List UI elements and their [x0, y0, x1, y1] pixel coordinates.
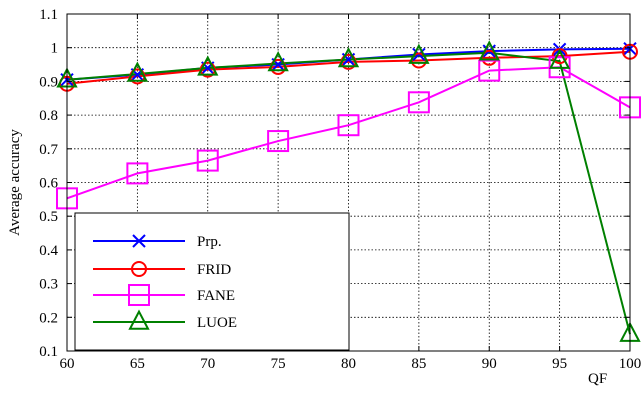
x-tick-label: 80	[341, 356, 356, 372]
data-point-luoe	[267, 51, 289, 72]
x-tick-label: 60	[60, 356, 75, 372]
y-tick-label: 0.6	[39, 176, 58, 192]
y-tick-label: 0.7	[39, 142, 58, 158]
legend-label: LUOE	[197, 315, 237, 331]
x-tick-label: 90	[482, 356, 497, 372]
data-point-luoe	[548, 48, 571, 69]
legend-item-prp: Prp.	[93, 234, 222, 250]
x-tick-label: 70	[200, 356, 215, 372]
y-tick-label: 1.1	[39, 7, 58, 23]
legend-marker	[131, 261, 147, 277]
legend-item-frid: FRID	[93, 261, 231, 278]
legend-box	[74, 212, 350, 351]
axis-ticks: 60 65 70 75 80 85 90 95 100 0.1 0.2 0.3 0.4 0.5 0.6 0.7…	[39, 7, 641, 372]
y-tick-label: 0.1	[39, 344, 58, 360]
data-point-luoe	[408, 43, 430, 64]
x-axis-label: QF	[588, 371, 607, 387]
data-point-luoe	[126, 61, 149, 82]
data-point-fane	[126, 162, 149, 185]
y-tick-label: 0.9	[39, 74, 58, 90]
data-point-fane	[196, 149, 219, 172]
data-point-fane	[337, 114, 360, 137]
x-tick-label: 95	[552, 356, 567, 372]
legend-marker	[132, 234, 146, 248]
legend-item-luoe: LUOE	[93, 309, 237, 331]
data-point-fane	[548, 56, 571, 79]
x-tick-label: 100	[619, 356, 642, 372]
legend-label: FANE	[197, 288, 235, 304]
series-line-fane	[66, 66, 631, 200]
y-tick-label: 0.4	[39, 243, 58, 259]
data-point-luoe	[478, 40, 500, 61]
data-point-luoe	[197, 55, 219, 76]
y-tick-label: 0.8	[39, 108, 58, 124]
legend: Prp. FRID FANE LUOE	[74, 212, 350, 351]
y-axis-label: Average accuracy	[7, 129, 23, 236]
y-tick-label: 0.5	[39, 209, 58, 225]
data-point-fane	[478, 59, 501, 82]
legend-marker	[128, 309, 150, 330]
x-tick-label: 85	[411, 356, 426, 372]
legend-item-fane: FANE	[93, 284, 235, 306]
x-tick-label: 65	[130, 356, 145, 372]
y-tick-label: 1	[51, 41, 59, 57]
x-tick-label: 75	[271, 356, 286, 372]
y-tick-label: 0.2	[39, 310, 58, 326]
legend-marker	[128, 284, 150, 306]
legend-label: Prp.	[197, 234, 222, 250]
series-line-frid	[66, 50, 631, 85]
data-point-fane	[407, 91, 430, 114]
data-point-fane	[267, 130, 290, 153]
x-marker-stroke	[132, 234, 146, 248]
data-point-luoe	[337, 46, 360, 68]
y-tick-label: 0.3	[39, 277, 58, 293]
legend-label: FRID	[197, 262, 231, 278]
